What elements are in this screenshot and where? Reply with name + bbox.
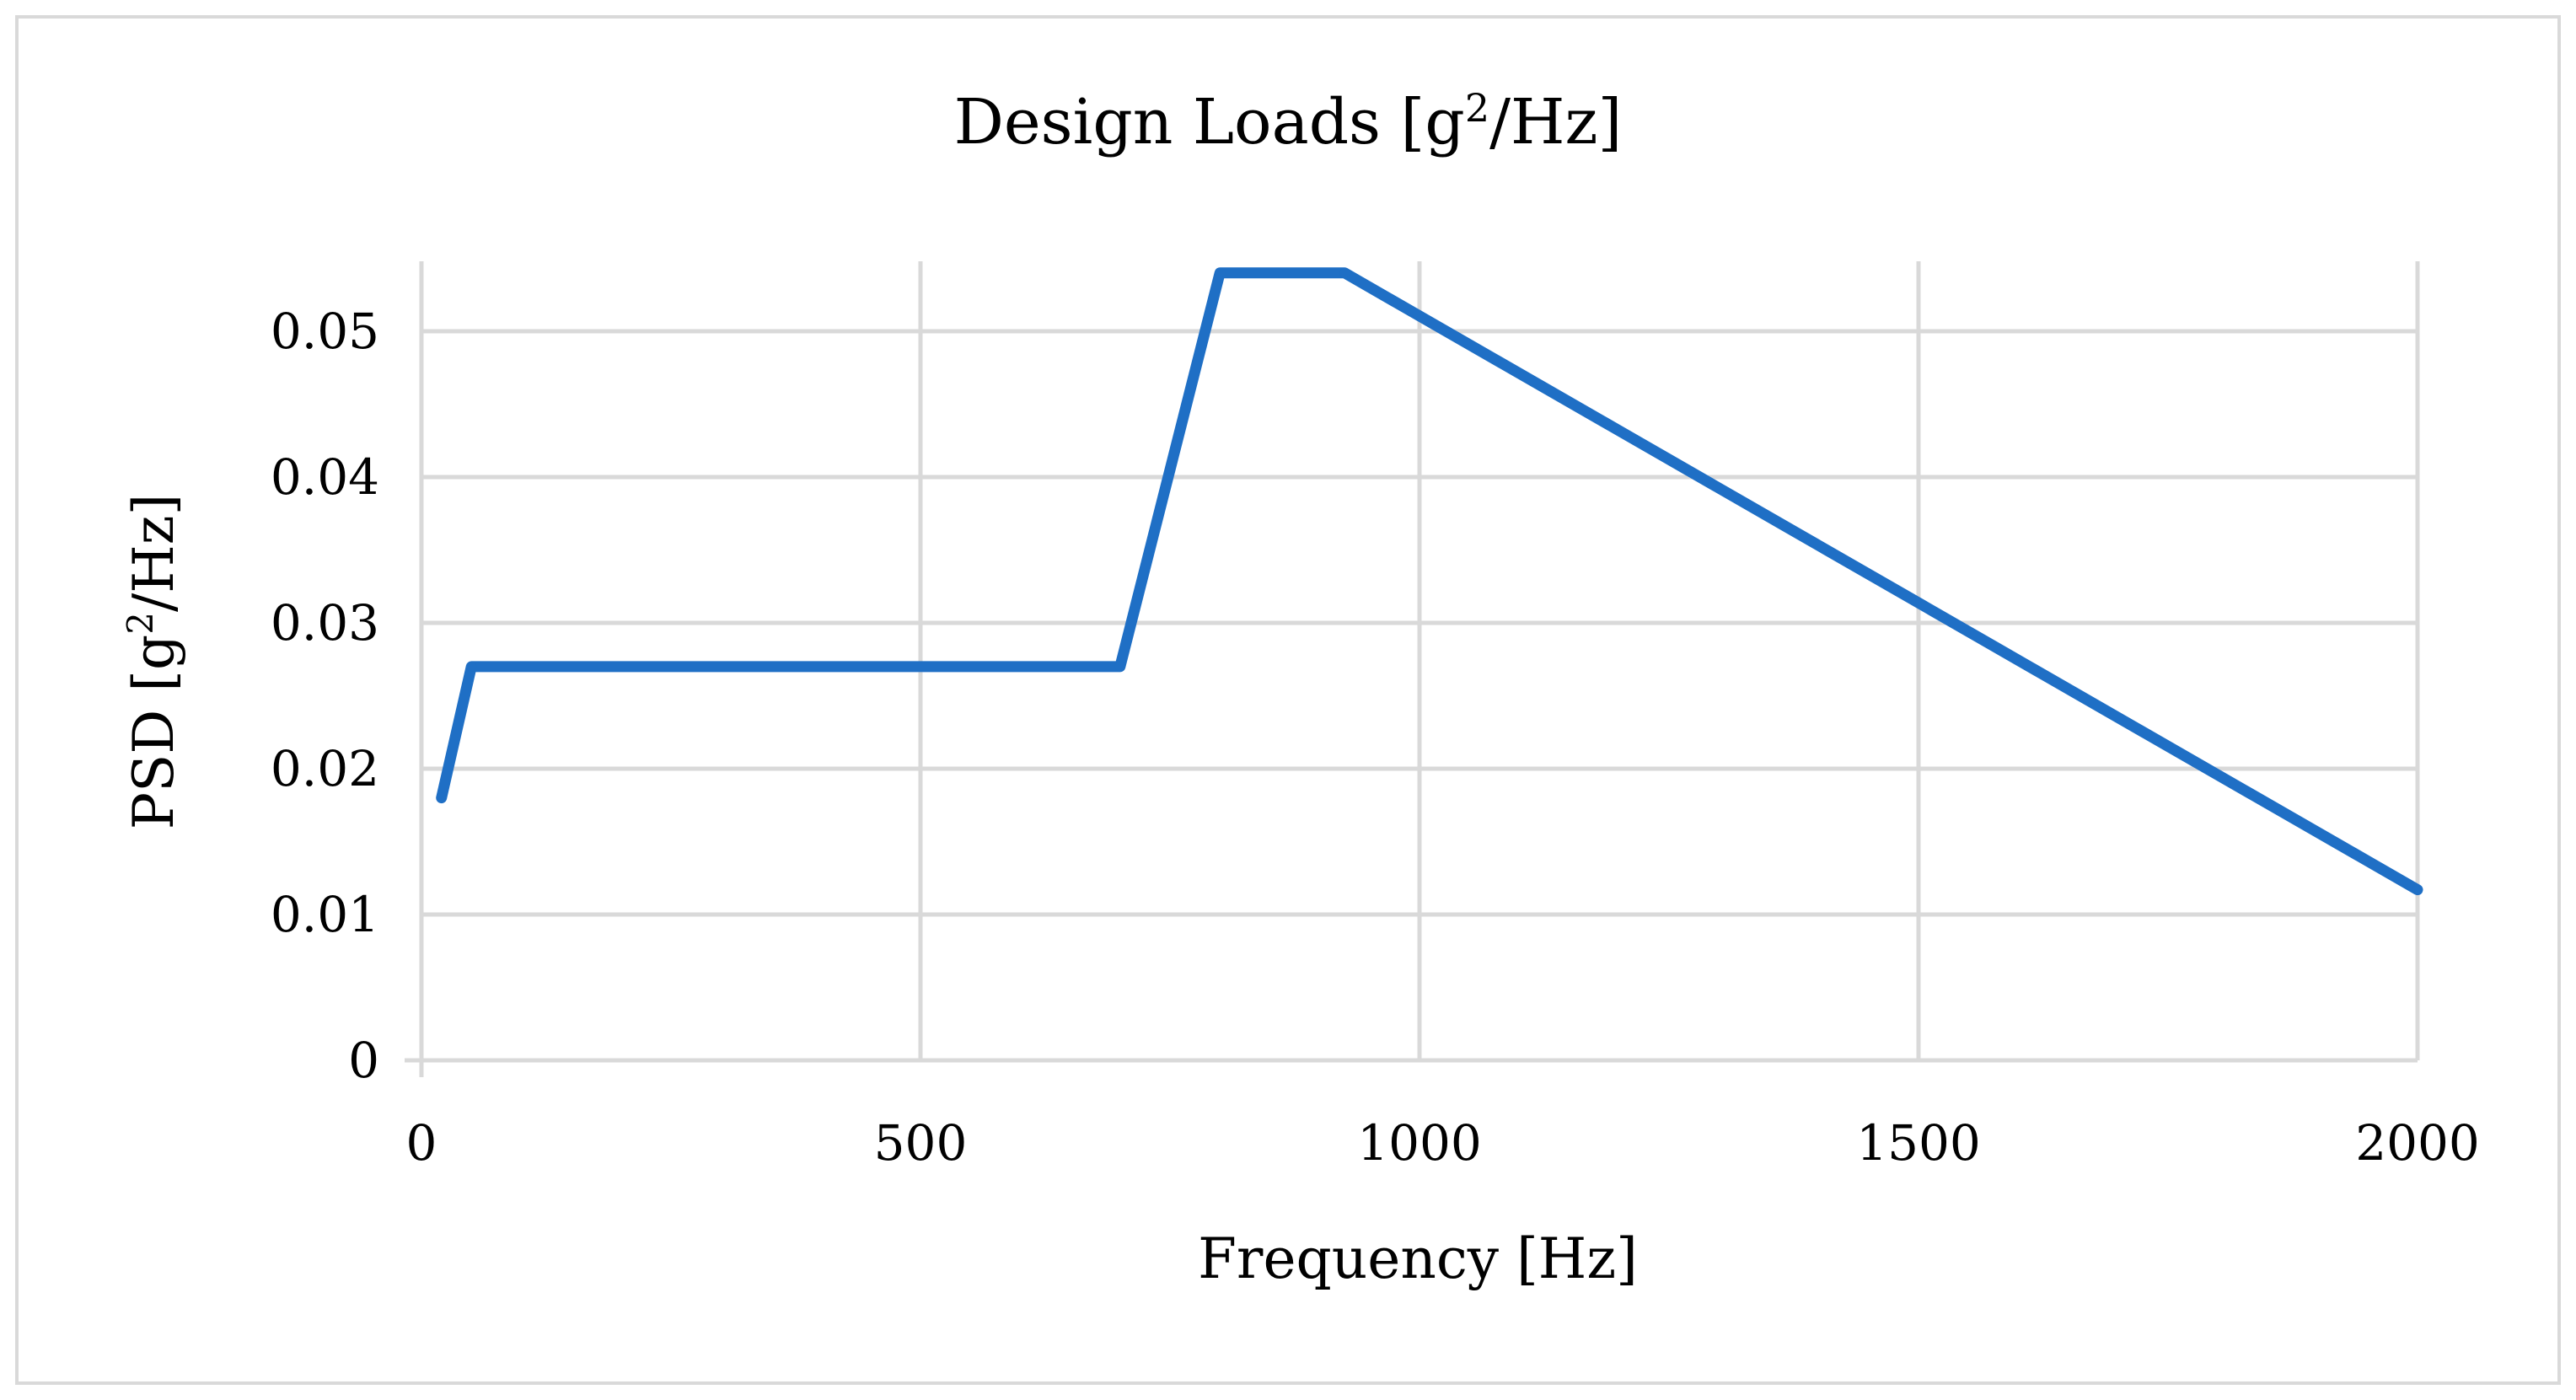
y-axis-title-superscript: 2 — [120, 612, 161, 635]
y-axis-title-suffix: /Hz] — [121, 494, 186, 612]
data-point — [1114, 661, 1125, 672]
x-tick-label: 1500 — [1856, 1114, 1981, 1172]
y-tick-labels: 0 0.01 0.02 0.03 0.04 0.05 — [271, 303, 379, 1089]
x-tick-label: 500 — [874, 1114, 968, 1172]
y-tick-label: 0.01 — [271, 886, 379, 943]
data-point — [1339, 267, 1350, 278]
chart-title-suffix: /Hz] — [1489, 86, 1622, 158]
y-axis-title: PSD [g2/Hz] — [120, 494, 186, 830]
x-axis-title: Frequency [Hz] — [1198, 1226, 1638, 1291]
grid — [421, 261, 2420, 1060]
series-line — [436, 267, 2423, 896]
chart-border — [15, 15, 2561, 1385]
y-tick-label: 0 — [348, 1032, 379, 1089]
data-point — [1215, 267, 1226, 278]
data-point — [466, 661, 477, 672]
axes — [405, 261, 2418, 1077]
chart-title: Design Loads [g2/Hz] — [954, 85, 1623, 158]
y-tick-label: 0.05 — [271, 303, 379, 360]
x-tick-label: 2000 — [2355, 1114, 2480, 1172]
x-tick-labels: 0 500 1000 1500 2000 — [406, 1114, 2480, 1172]
chart-title-prefix: Design Loads [g — [954, 86, 1465, 158]
x-tick-label: 0 — [406, 1114, 437, 1172]
y-axis-title-prefix: PSD [g — [121, 635, 186, 830]
chart-title-superscript: 2 — [1465, 85, 1489, 131]
data-point — [2412, 884, 2423, 895]
data-point — [436, 792, 447, 803]
y-tick-label: 0.02 — [271, 740, 379, 797]
y-tick-label: 0.04 — [271, 448, 379, 506]
y-tick-label: 0.03 — [271, 594, 379, 652]
series-layer — [436, 267, 2423, 896]
x-tick-label: 1000 — [1357, 1114, 1482, 1172]
